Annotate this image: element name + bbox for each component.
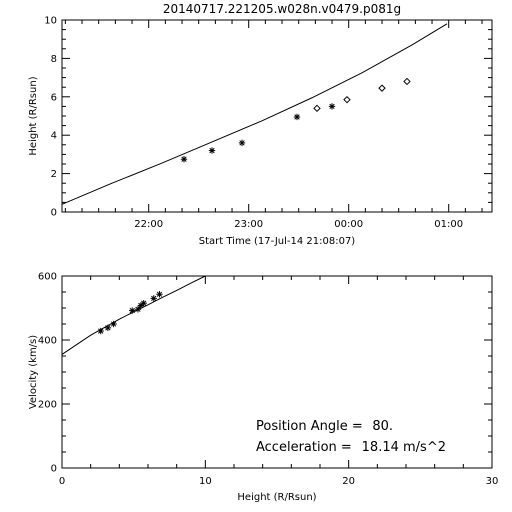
bottom-asterisk-point: [97, 327, 104, 335]
acceleration-label: Acceleration =: [256, 440, 352, 455]
bottom-x-tick-label: 10: [199, 476, 212, 487]
bottom-asterisk-point: [156, 291, 163, 298]
annotation-position-angle: Position Angle = 80.: [256, 419, 393, 434]
top-asterisk-point: [293, 113, 301, 121]
top-diamond-point: [378, 84, 386, 92]
bottom-x-tick-label: 0: [59, 476, 65, 487]
top-y-tick-label: 0: [51, 208, 57, 219]
bottom-y-tick-label: 200: [38, 400, 57, 411]
top-diamond-point: [403, 77, 411, 86]
acceleration-value: 18.14 m/s^2: [362, 440, 446, 455]
bottom-panel: 0 10 20 30 0 200 400 600 Height (R/Rsun) Veloci…: [28, 272, 498, 504]
bottom-x-tick-label: 20: [342, 476, 355, 487]
top-y-tick-label: 4: [51, 131, 57, 142]
top-y-tick-label: 8: [51, 54, 57, 65]
bottom-y-tick-label: 600: [38, 272, 57, 283]
top-panel: 22:00 23:00 00:00 01:00 0 2 4 6 8 10 Start Time (…: [28, 16, 493, 247]
top-x-tick-label: 00:00: [334, 219, 363, 230]
top-plot-frame: [61, 19, 493, 213]
bottom-asterisk-point: [150, 295, 157, 302]
top-x-axis-label: Start Time (17-Jul-14 21:08:07): [199, 236, 356, 247]
top-x-tick-label: 01:00: [434, 219, 463, 230]
top-asterisk-point: [328, 103, 336, 110]
top-asterisk-point: [238, 139, 246, 147]
bottom-y-axis-label: Velocity (km/s): [28, 335, 39, 409]
top-y-tick-label: 10: [44, 16, 57, 27]
top-axis-ticks: [62, 19, 492, 213]
top-y-tick-label: 6: [51, 92, 57, 103]
top-tick-labels: 22:00 23:00 00:00 01:00 0 2 4 6 8 10: [44, 16, 463, 231]
top-asterisk-point: [180, 156, 188, 163]
bottom-y-tick-label: 400: [38, 336, 57, 347]
top-x-tick-label: 22:00: [134, 219, 163, 230]
bottom-asterisk-point: [104, 324, 112, 332]
bottom-asterisk-point: [129, 307, 136, 314]
position-angle-label: Position Angle =: [256, 419, 363, 434]
bottom-data-points: [97, 291, 163, 335]
bottom-axis-ticks: [61, 275, 493, 469]
bottom-tick-labels: 0 10 20 30 0 200 400 600: [38, 272, 498, 488]
annotation-acceleration: Acceleration = 18.14 m/s^2: [256, 440, 446, 455]
top-diamond-point: [343, 95, 351, 104]
top-y-tick-label: 2: [51, 169, 57, 180]
bottom-y-tick-label: 0: [51, 464, 57, 475]
bottom-x-axis-label: Height (R/Rsun): [237, 492, 316, 503]
bottom-asterisk-point: [140, 300, 147, 307]
bottom-x-tick-label: 30: [486, 476, 499, 487]
top-y-axis-label: Height (R/Rsun): [28, 76, 39, 155]
top-data-points: [180, 77, 411, 163]
top-x-tick-label: 23:00: [234, 219, 263, 230]
position-angle-value: 80.: [372, 419, 393, 434]
bottom-fit-line: [61, 275, 206, 355]
top-asterisk-point: [208, 147, 216, 154]
bottom-asterisk-point: [110, 320, 117, 328]
bottom-asterisk-point: [134, 306, 142, 313]
top-diamond-point: [313, 104, 321, 113]
top-fit-line: [61, 23, 448, 205]
chart-title: 20140717.221205.w028n.v0479.p081g: [163, 2, 401, 16]
